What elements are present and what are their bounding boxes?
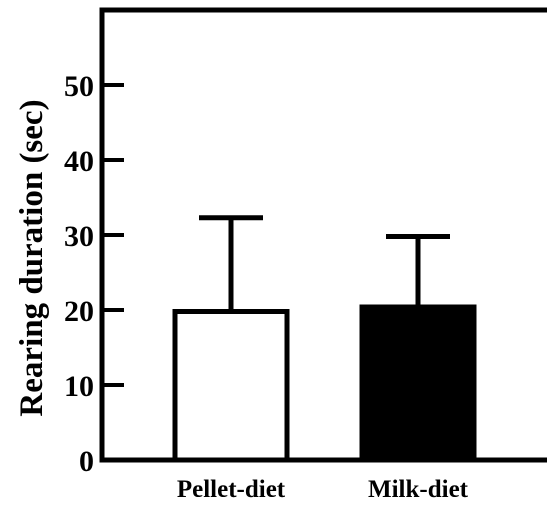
x-axis-labels: Pellet-diet Milk-diet <box>177 476 469 503</box>
y-tick-label: 10 <box>64 370 94 403</box>
y-tick-label: 20 <box>64 295 94 328</box>
bar-milk-diet <box>359 304 477 463</box>
x-category-label: Pellet-diet <box>177 476 286 503</box>
axes <box>99 7 547 463</box>
y-tick-label: 30 <box>64 220 94 253</box>
y-axis-ticks: 0 10 20 30 40 50 <box>64 70 124 478</box>
y-tick-label: 40 <box>64 145 94 178</box>
y-axis-title: Rearing duration (sec) <box>14 99 50 416</box>
y-tick-label: 50 <box>64 70 94 103</box>
x-category-label: Milk-diet <box>368 476 469 503</box>
bars <box>172 304 477 463</box>
bar-pellet-diet <box>172 309 290 463</box>
error-bars <box>199 215 450 312</box>
y-tick-label: 0 <box>79 445 94 478</box>
